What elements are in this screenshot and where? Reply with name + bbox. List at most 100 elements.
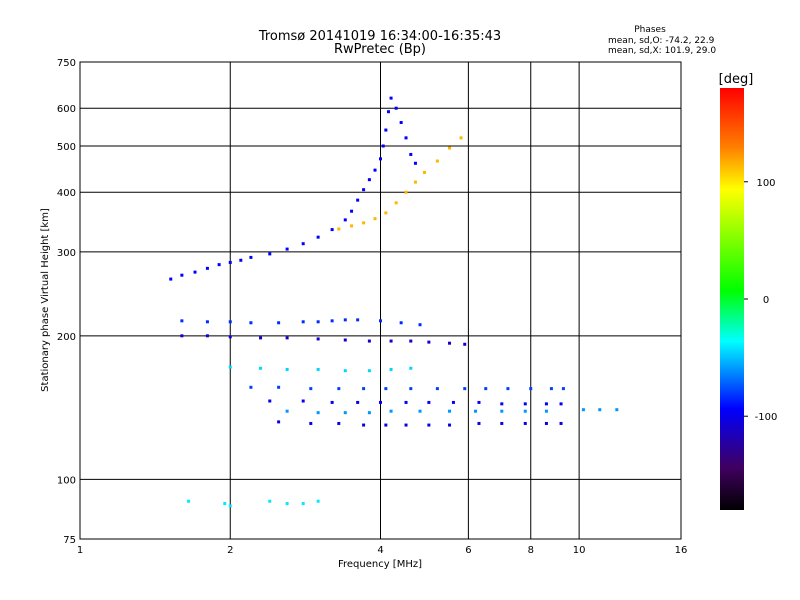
data-point [180, 273, 184, 277]
data-point [180, 334, 184, 338]
data-point [404, 400, 408, 404]
data-point [435, 387, 439, 391]
data-point [228, 365, 232, 369]
data-point [343, 369, 347, 373]
data-point [389, 96, 393, 100]
colorbar-label: [deg] [719, 72, 754, 87]
data-point [356, 318, 360, 322]
x-tick-label: 2 [227, 545, 233, 556]
data-point [523, 409, 527, 413]
data-point [330, 228, 334, 232]
data-point [362, 423, 366, 427]
data-point [180, 319, 184, 323]
y-tick-label: 300 [57, 248, 76, 259]
data-point [367, 178, 371, 182]
data-point [301, 399, 305, 403]
grid-lines [80, 62, 681, 539]
data-point [356, 198, 360, 202]
x-tick-label: 10 [573, 545, 586, 556]
data-point [448, 409, 452, 413]
data-point [422, 170, 426, 174]
data-point [544, 409, 548, 413]
data-point [356, 400, 360, 404]
data-point [477, 400, 481, 404]
data-point [337, 421, 341, 425]
data-point [409, 387, 413, 391]
x-axis-ticks: 1 2 4 6 8 10 16 [77, 545, 688, 556]
data-point [427, 423, 431, 427]
data-point [399, 121, 403, 125]
x-tick-label: 6 [465, 545, 471, 556]
data-point [343, 218, 347, 222]
data-point [268, 499, 272, 503]
y-tick-label: 200 [57, 332, 76, 343]
data-point [463, 342, 467, 346]
data-point [228, 320, 232, 324]
data-point [418, 409, 422, 413]
data-point [404, 423, 408, 427]
colorbar-tick-label: -100 [755, 412, 778, 423]
data-point [500, 402, 504, 406]
data-point [459, 136, 463, 140]
data-point [301, 502, 305, 506]
data-point [228, 260, 232, 264]
data-point [285, 367, 289, 371]
data-point [484, 387, 488, 391]
info-heading: Phases [634, 25, 666, 35]
data-point [205, 334, 209, 338]
data-point [367, 369, 371, 373]
data-point [427, 340, 431, 344]
data-point [413, 161, 417, 165]
info-line-x: mean, sd,X: 101.9, 29.0 [608, 46, 716, 56]
data-point [205, 320, 209, 324]
data-point [448, 423, 452, 427]
data-point [309, 421, 313, 425]
data-point [544, 421, 548, 425]
chart-subtitle: RwPretec (Bp) [334, 42, 426, 57]
data-point [477, 421, 481, 425]
y-axis-label: Stationary phase Virtual Height [km] [40, 208, 51, 392]
data-point [362, 188, 366, 192]
data-point [309, 387, 313, 391]
data-point [337, 227, 341, 231]
data-point [544, 402, 548, 406]
data-point [169, 277, 173, 281]
data-point [316, 411, 320, 415]
data-point [259, 366, 263, 370]
data-point [418, 323, 422, 327]
data-point [249, 385, 253, 389]
data-point [598, 408, 602, 412]
data-point [529, 387, 533, 391]
data-point [399, 321, 403, 325]
data-point [249, 321, 253, 325]
data-point [350, 224, 354, 228]
data-point [285, 336, 289, 340]
data-point [379, 400, 382, 404]
chart-title: Tromsø 20141019 16:34:00-16:35:43 [258, 29, 501, 44]
data-point [228, 335, 232, 339]
phase-info-box: Phases mean, sd,O: -74.2, 22.9 mean, sd,… [608, 25, 716, 56]
data-point [581, 408, 585, 412]
data-point [193, 270, 197, 274]
x-tick-label: 4 [377, 545, 383, 556]
data-point [223, 502, 227, 506]
data-point [316, 367, 320, 371]
data-points [169, 96, 619, 508]
data-point [343, 338, 347, 342]
data-point [330, 400, 334, 404]
data-point [379, 319, 382, 323]
data-point [409, 339, 413, 343]
colorbar-gradient [720, 88, 744, 510]
data-point [448, 341, 452, 345]
data-point [386, 110, 390, 114]
data-point [362, 221, 366, 225]
data-point [285, 502, 289, 506]
data-point [473, 409, 477, 413]
data-point [259, 336, 263, 340]
data-point [394, 106, 398, 110]
data-point [463, 387, 467, 391]
data-point [228, 504, 232, 508]
data-point [389, 409, 393, 413]
data-point [615, 408, 619, 412]
